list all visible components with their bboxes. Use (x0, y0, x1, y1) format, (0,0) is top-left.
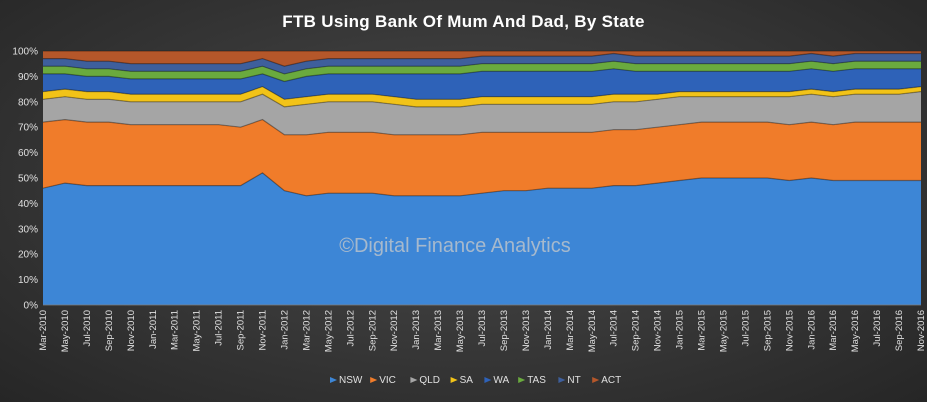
edge-wa (43, 68, 921, 83)
y-tick-label: 20% (18, 250, 38, 261)
edge-nsw (42, 172, 921, 197)
x-tick-label: Sep-2014 (631, 310, 642, 351)
edge-vic (42, 118, 921, 136)
legend-item-sa: SA (450, 375, 474, 386)
area-tas (43, 61, 921, 82)
area-qld (43, 91, 921, 135)
x-tick-label: Mar-2012 (301, 310, 312, 351)
legend-item-nt: NT (558, 375, 581, 386)
watermark-text: ©Digital Finance Analytics (339, 235, 571, 257)
legend-item-wa: WA (484, 375, 509, 386)
legend-item-nsw: NSW (330, 375, 363, 386)
x-tick-label: Mar-2015 (697, 310, 708, 351)
x-tick-label: Nov-2011 (258, 310, 269, 351)
y-tick-label: 90% (18, 72, 38, 83)
chart-title: FTB Using Bank Of Mum And Dad, By State (282, 12, 645, 31)
area-wa (43, 68, 921, 100)
x-tick-label: Jan-2011 (148, 310, 159, 349)
y-tick-label: 50% (18, 174, 38, 185)
edge-tas (43, 60, 921, 75)
y-tick-label: 10% (18, 275, 38, 286)
x-tick-label: Nov-2015 (784, 310, 795, 351)
x-tick-label: May-2016 (850, 310, 861, 352)
x-tick-label: May-2014 (587, 310, 598, 352)
x-tick-label: Sep-2015 (762, 310, 773, 351)
legend-item-vic: VIC (370, 375, 396, 386)
x-tick-label: Nov-2010 (126, 310, 137, 351)
y-tick-label: 40% (18, 199, 38, 210)
x-tick-label: Sep-2010 (104, 310, 115, 351)
y-tick-label: 100% (12, 47, 38, 58)
y-tick-label: 80% (18, 97, 38, 108)
legend-item-qld: QLD (410, 375, 440, 386)
legend-label: NT (567, 375, 580, 386)
area-act (43, 51, 921, 67)
x-tick-label: Jan-2014 (543, 310, 554, 350)
legend-label: TAS (527, 375, 546, 386)
edge-qld (42, 91, 922, 108)
area-vic (43, 119, 921, 196)
legend-label: WA (493, 375, 509, 386)
x-tick-label: Nov-2016 (916, 310, 927, 351)
x-tick-label: Jul-2013 (477, 310, 488, 346)
x-tick-label: May-2012 (323, 310, 334, 352)
x-axis: Mar-2010 May-2010 Jul-2010 Sep-2010 Nov-2010… (38, 304, 927, 352)
x-tick-label: Sep-2011 (236, 310, 247, 351)
legend-label: ACT (601, 375, 621, 386)
x-tick-label: Mar-2010 (38, 310, 49, 351)
x-tick-label: Jul-2011 (214, 310, 225, 346)
x-tick-label: Jul-2014 (609, 310, 620, 346)
legend-swatch (450, 377, 458, 383)
area-sa (43, 86, 921, 107)
y-axis: 0% 10% 20% 30% 40% 50% 60% 70% 80% 90% 100% (12, 47, 38, 312)
x-tick-label: Jan-2013 (411, 310, 422, 350)
x-tick-label: Nov-2012 (389, 310, 400, 351)
area-series-layer (43, 51, 921, 305)
legend: NSW VIC QLD SA WA TAS NT ACT (330, 375, 621, 386)
legend-label: NSW (339, 375, 363, 386)
legend-swatch (558, 377, 566, 383)
x-tick-label: May-2015 (718, 310, 729, 352)
legend-swatch (592, 377, 600, 383)
area-nsw (43, 172, 921, 305)
x-tick-label: Jan-2012 (279, 310, 290, 350)
x-tick-label: Jan-2016 (806, 310, 817, 350)
x-tick-label: Jul-2015 (740, 310, 751, 346)
legend-label: VIC (379, 375, 396, 386)
x-tick-label: Sep-2012 (367, 310, 378, 351)
series-edge-lines (42, 50, 922, 197)
legend-swatch (330, 377, 337, 383)
x-tick-label: Jan-2015 (675, 310, 686, 350)
x-tick-label: Nov-2014 (653, 310, 664, 351)
x-tick-label: May-2013 (455, 310, 466, 352)
x-tick-label: Mar-2011 (170, 310, 181, 350)
legend-item-tas: TAS (518, 375, 546, 386)
x-tick-label: Nov-2013 (521, 310, 532, 351)
y-tick-label: 30% (18, 224, 38, 235)
x-tick-label: Mar-2016 (828, 310, 839, 351)
x-tick-label: Mar-2013 (433, 310, 444, 351)
legend-swatch (518, 377, 526, 383)
x-tick-label: Sep-2016 (894, 310, 905, 351)
edge-nt (43, 52, 921, 67)
legend-label: SA (460, 375, 474, 386)
legend-swatch (370, 377, 378, 383)
x-tick-label: Sep-2013 (499, 310, 510, 351)
legend-item-act: ACT (592, 375, 621, 386)
legend-swatch (410, 377, 418, 383)
x-tick-label: Mar-2014 (565, 310, 576, 351)
legend-label: QLD (419, 375, 440, 386)
x-tick-label: Jul-2012 (345, 310, 356, 346)
x-tick-label: Jul-2016 (872, 310, 883, 346)
y-tick-label: 0% (24, 301, 39, 312)
x-tick-label: May-2011 (192, 310, 203, 352)
x-tick-label: May-2010 (60, 310, 71, 352)
edge-sa (42, 85, 922, 100)
x-tick-label: Jul-2010 (82, 310, 93, 346)
legend-swatch (484, 377, 492, 383)
y-tick-label: 70% (18, 123, 38, 134)
y-tick-label: 60% (18, 148, 38, 159)
